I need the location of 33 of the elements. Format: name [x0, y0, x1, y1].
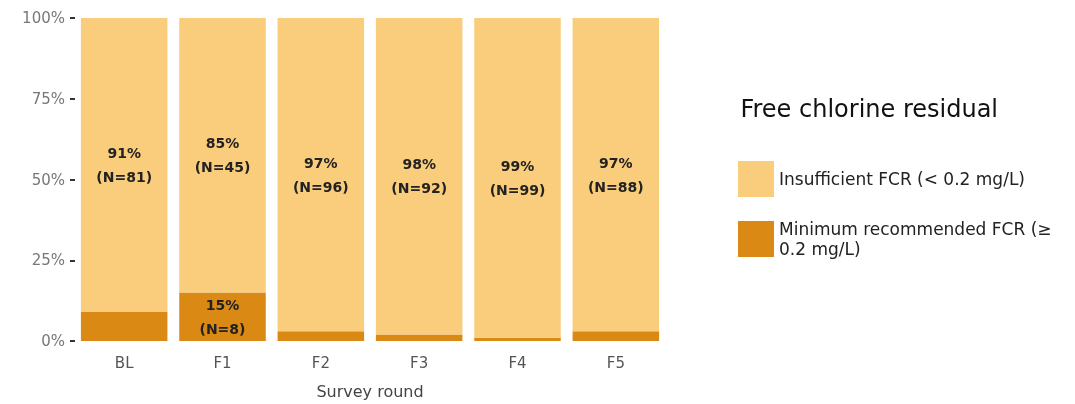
x-tick-label: F1 — [213, 353, 232, 372]
legend-title: Free chlorine residual — [740, 95, 999, 123]
data-label: 15% (N=8) — [199, 296, 246, 337]
y-tick-label: 25% — [31, 251, 65, 270]
x-axis-title: Survey round — [316, 381, 424, 401]
y-tick-label: 0% — [41, 332, 65, 350]
x-tick-label: F2 — [311, 353, 330, 372]
x-tick-label: F3 — [410, 353, 429, 372]
bar — [277, 18, 365, 332]
legend-label: Insufficient FCR (< 0.2 mg/L) — [779, 169, 1025, 189]
bar — [474, 18, 561, 338]
y-tick-label: 100% — [22, 9, 65, 27]
bar — [572, 18, 660, 332]
bar — [474, 337, 561, 341]
x-tick-label: BL — [114, 353, 135, 372]
x-tick-label: F4 — [508, 353, 527, 372]
bar — [277, 331, 365, 341]
legend-label: Minimum recommended FCR (≥0.2 mg/L) — [779, 219, 1052, 259]
data-label: 98% (N=92) — [391, 156, 448, 197]
x-tick-label: F5 — [606, 353, 625, 372]
bar — [179, 18, 266, 293]
bar — [80, 18, 168, 312]
bar — [375, 334, 463, 341]
data-label: 91% (N=81) — [96, 144, 153, 185]
data-label: 99% (N=99) — [489, 157, 546, 198]
bar — [572, 331, 660, 341]
bar — [80, 311, 168, 341]
data-label: 85% (N=45) — [194, 135, 251, 176]
bar — [375, 18, 463, 335]
y-tick-label: 50% — [31, 170, 65, 189]
data-label: 97% (N=88) — [587, 154, 644, 195]
y-tick-label: 75% — [31, 89, 65, 108]
data-label: 97% (N=96) — [292, 154, 349, 195]
